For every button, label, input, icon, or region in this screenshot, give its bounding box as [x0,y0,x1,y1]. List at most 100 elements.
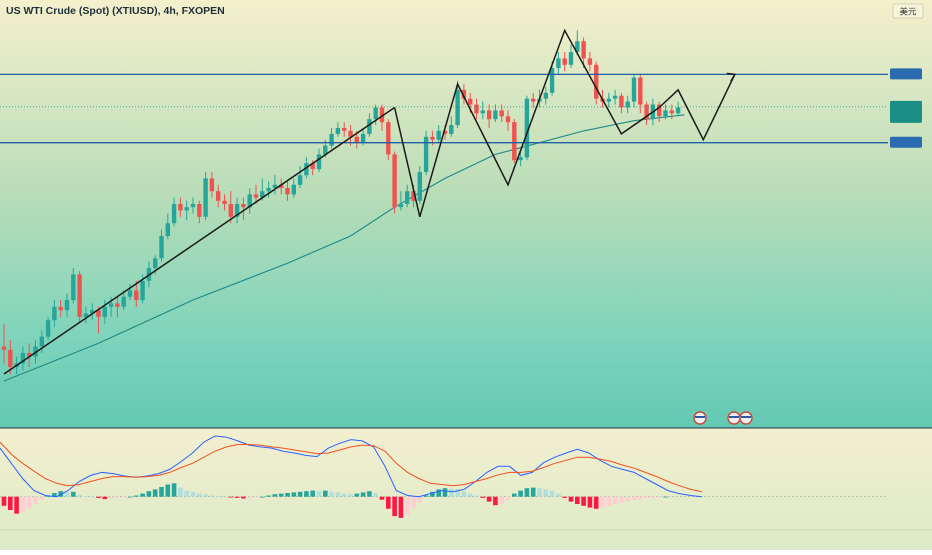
macd-histogram-bar [386,496,391,509]
macd-histogram-bar [14,496,19,514]
macd-histogram-bar [644,496,649,499]
macd-histogram-bar [493,496,498,506]
candle [279,178,284,195]
candle-body [39,336,44,347]
candle-body [1,346,7,350]
event-flag-icons[interactable] [693,411,753,425]
macd-histogram-bar [499,496,504,504]
macd-histogram-bar [505,496,511,500]
candle [549,61,555,96]
macd-histogram-bar [524,488,530,497]
candle [512,119,517,164]
candle-body [197,204,202,217]
macd-histogram-bar [606,496,612,506]
candle-body [348,130,353,137]
candle-body [398,204,404,208]
macd-histogram-bar [197,493,202,497]
macd-histogram-bar [461,491,467,497]
macd-histogram-bar [20,496,26,513]
candle [178,197,183,217]
macd-histogram-bar [77,494,82,497]
macd-histogram-bar [52,493,57,497]
candle-body [297,175,303,185]
macd-histogram-bar [587,496,593,508]
candle [663,104,668,120]
candle [493,104,498,123]
candle-body [216,191,221,201]
candle [209,172,215,198]
macd-histogram-bar [404,496,410,515]
candle-body [625,101,630,108]
macd-histogram-bar [209,495,215,497]
macd-line [0,435,703,498]
candle-body [379,107,385,123]
candle-body [140,280,145,300]
macd-histogram-bar [33,496,38,504]
candle [329,128,334,149]
candle-body [58,306,63,311]
macd-histogram-bar [625,496,630,502]
macd-histogram-bar [480,496,486,498]
candle [316,148,322,172]
candle-body [77,274,82,317]
macd-histogram-bar [562,496,567,498]
candle [436,125,441,143]
candle-body [310,163,315,170]
candle [556,52,561,75]
candle [379,104,385,131]
macd-histogram-bar [215,496,221,497]
candle [423,130,429,176]
macd-histogram-bar [83,496,89,497]
macd-histogram-bar [253,496,259,498]
macd-histogram-bar [96,496,101,498]
pattern-drawing-line[interactable] [393,28,660,218]
pattern-drawing-line[interactable] [3,106,396,375]
candle-body [549,68,555,93]
macd-histogram-bar [455,489,460,497]
candle-body [480,110,485,114]
currency-button[interactable] [892,3,924,19]
candle-body [165,223,170,236]
macd-histogram-bar [1,496,7,506]
candle-body [291,184,296,195]
candle-body [575,41,580,52]
candle [342,122,347,137]
candle-body [423,136,429,172]
macd-histogram-bar [222,496,227,498]
macd-histogram-bar [8,496,13,510]
candle [253,184,259,204]
candle-body [247,194,252,208]
candle-body [115,303,120,307]
candle-body [184,207,189,211]
candle [71,268,76,304]
candle [216,184,221,208]
macd-histogram-bar [367,491,372,497]
candle [297,166,303,188]
candle [134,280,139,307]
macd-histogram-bar [537,488,542,497]
candle [669,104,674,120]
macd-histogram-bar [360,492,366,497]
pattern-drawing-line[interactable] [658,74,736,142]
macd-histogram-bar [449,488,454,497]
candle [228,191,233,224]
candle [241,197,246,220]
candle [190,197,196,214]
candle-body [209,178,215,192]
candle [386,119,391,161]
macd-histogram-bar [354,493,360,497]
candle-body [512,122,517,161]
candle [505,110,511,131]
macd-histogram-bar [178,487,183,497]
candle-body [449,125,454,134]
candle [373,104,378,126]
candle [171,197,177,227]
candle-body [121,296,126,307]
candle [27,343,32,367]
candle-body [71,274,76,300]
pattern-arrow-head [726,72,737,82]
candle [644,101,649,126]
macd-histogram-bar [190,491,196,497]
macd-histogram-bar [171,483,177,497]
macd-histogram-bar [39,496,45,500]
